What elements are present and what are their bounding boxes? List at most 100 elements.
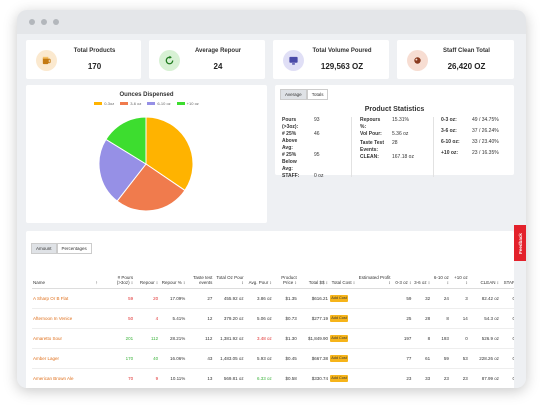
column-header[interactable]: # Pours (>3oz) ↕ xyxy=(107,260,135,289)
cell-pours: 59 xyxy=(107,288,135,309)
legend-item[interactable]: 3-6 oz xyxy=(120,101,141,106)
cell-b10: 23 xyxy=(449,368,469,388)
add-cost-button[interactable]: Add Cost xyxy=(330,314,349,322)
cell-staff: 0 oz xyxy=(499,368,514,388)
column-header[interactable]: CLEAN ↕ xyxy=(468,260,500,289)
tab-totals[interactable]: Totals xyxy=(306,89,329,100)
stat-row: 0-3 oz: 49 / 34.75% xyxy=(441,117,513,128)
window-titlebar xyxy=(17,10,526,34)
stat-val: 28 xyxy=(392,140,398,146)
cell-price: $0.58 xyxy=(272,368,298,388)
stat-key: 0-3 oz: xyxy=(441,117,457,123)
column-header[interactable]: Estimated Profit ↕ xyxy=(356,260,392,289)
stat-row: # 25% Below Avg: 95 xyxy=(282,152,342,173)
column-header[interactable]: Total $$ ↕ xyxy=(297,260,330,289)
stat-value: 26,420 OZ xyxy=(447,62,486,71)
tab-percentages[interactable]: Percentages xyxy=(56,243,92,254)
cell-staff: 0 oz xyxy=(499,288,514,309)
empty-cell xyxy=(94,308,108,329)
pie-legend: 0-3oz 3-6 oz 6-10 oz +10 oz xyxy=(26,101,267,106)
cell-b10: 53 xyxy=(449,348,469,369)
legend-label: 0-3oz xyxy=(104,101,115,106)
column-header[interactable]: STAFF ↕ xyxy=(499,260,514,289)
stat-val: 15.31% xyxy=(392,117,409,123)
table-row[interactable]: Afternoon In Venice 50 4 5.41% 12 379.20 oz 5.… xyxy=(32,308,514,329)
app-window: Total Products 170 Average Repour 24 Tot… xyxy=(17,10,526,388)
cell-b36: 8 xyxy=(412,328,432,349)
add-cost-button[interactable]: Add Cost xyxy=(330,294,349,302)
stat-card-staff-clean: Staff Clean Total 26,420 OZ xyxy=(397,40,514,79)
stat-row: STAFF: 0 oz xyxy=(282,173,342,180)
cell-avg: 3.48 oz xyxy=(244,328,273,349)
legend-item[interactable]: 6-10 oz xyxy=(147,101,171,106)
cell-repour: 40 xyxy=(134,348,160,369)
stat-row: Taste Test Events: 28 xyxy=(360,140,430,154)
add-cost-cell: Add Cost xyxy=(329,308,357,329)
stat-key: +10 oz: xyxy=(441,150,459,156)
table-row[interactable]: Amaretto Sour 201 112 28.21% 112 1,381.92 oz 3… xyxy=(32,328,514,349)
stats-tabs: Average Totals xyxy=(280,89,329,100)
column-header[interactable]: +10 oz ↕ xyxy=(449,260,469,289)
column-header[interactable]: 3-6 oz ↕ xyxy=(412,260,432,289)
cell-name: Amber Lager xyxy=(32,348,95,369)
cell-taste: 43 xyxy=(186,348,214,369)
column-header[interactable]: 0-3 oz ↕ xyxy=(391,260,413,289)
column-header[interactable]: Total Oz Pour ↕ xyxy=(213,260,245,289)
empty-cell xyxy=(94,348,108,369)
column-header[interactable]: Product Price ↕ xyxy=(272,260,298,289)
cell-taste: 12 xyxy=(186,308,214,329)
stat-val: 5.36 oz xyxy=(392,131,409,137)
cell-repour-pct: 5.41% xyxy=(159,308,187,329)
cell-b36: 61 xyxy=(412,348,432,369)
table-row[interactable]: A Sharp Or B Flat 59 20 17.09% 27 455.92 oz 3.… xyxy=(32,288,514,309)
stat-card-total-products: Total Products 170 xyxy=(26,40,141,79)
table-row[interactable]: Amber Lager 170 40 16.06% 43 1,483.05 oz 5.93 … xyxy=(32,348,514,369)
pie-slice-0[interactable] xyxy=(145,116,194,192)
pie-slice-3[interactable] xyxy=(105,116,147,165)
cell-b36: 33 xyxy=(412,368,432,388)
feedback-tab[interactable]: Feedback xyxy=(514,225,526,261)
cell-b03: 59 xyxy=(391,288,413,309)
stat-key: # 25% Below Avg: xyxy=(282,152,297,172)
pie-slice-2[interactable] xyxy=(98,138,147,202)
stat-row: +10 oz: 23 / 16.35% xyxy=(441,150,513,161)
window-dot-icon[interactable] xyxy=(41,19,47,25)
cell-total-oz: 379.20 oz xyxy=(213,308,245,329)
stat-val: 167.18 oz xyxy=(392,154,414,160)
products-table-card: Amount Percentages Name ↑ # Pours (>3oz) ↕… xyxy=(26,231,514,388)
cell-name: American Brown Ale xyxy=(32,368,95,388)
column-header[interactable]: Repour ↕ xyxy=(134,260,160,289)
column-header[interactable]: Repour % ↕ xyxy=(159,260,187,289)
pie-slice-1[interactable] xyxy=(116,163,186,212)
cell-taste: 13 xyxy=(186,368,214,388)
cell-b10: 0 xyxy=(449,328,469,349)
add-cost-button[interactable]: Add Cost xyxy=(330,374,349,382)
add-cost-cell: Add Cost xyxy=(329,348,357,369)
product-statistics-title: Product Statistics xyxy=(364,106,425,113)
column-header[interactable]: ↑ xyxy=(94,260,108,289)
tab-amount[interactable]: Amount xyxy=(31,243,57,254)
column-header[interactable]: Taste test events xyxy=(186,260,214,289)
stat-val: 46 xyxy=(314,131,320,137)
table-row[interactable]: American Brown Ale 70 9 10.11% 13 569.81 oz 6.… xyxy=(32,368,514,388)
window-dot-icon[interactable] xyxy=(53,19,59,25)
cell-staff: 0 oz xyxy=(499,348,514,369)
stat-label: Total Products xyxy=(73,48,116,54)
cell-repour: 112 xyxy=(134,328,160,349)
column-header[interactable]: 6-10 oz ↕ xyxy=(431,260,450,289)
cell-b610: 23 xyxy=(431,368,450,388)
stat-val: 49 / 34.75% xyxy=(472,117,499,123)
column-header[interactable]: Total Cost ↕ xyxy=(329,260,357,289)
cell-b36: 32 xyxy=(412,288,432,309)
column-header[interactable]: Name xyxy=(32,260,95,289)
column-header[interactable]: Avg. Pour ↕ xyxy=(244,260,273,289)
add-cost-button[interactable]: Add Cost xyxy=(330,354,349,362)
add-cost-button[interactable]: Add Cost xyxy=(330,334,349,342)
window-dot-icon[interactable] xyxy=(29,19,35,25)
divider xyxy=(433,117,434,177)
legend-item[interactable]: 0-3oz xyxy=(94,101,114,106)
stat-row: Pours (>3oz): 93 xyxy=(282,117,342,131)
cell-total-oz: 1,483.05 oz xyxy=(213,348,245,369)
tab-average[interactable]: Average xyxy=(280,89,307,100)
legend-item[interactable]: +10 oz xyxy=(176,101,199,106)
